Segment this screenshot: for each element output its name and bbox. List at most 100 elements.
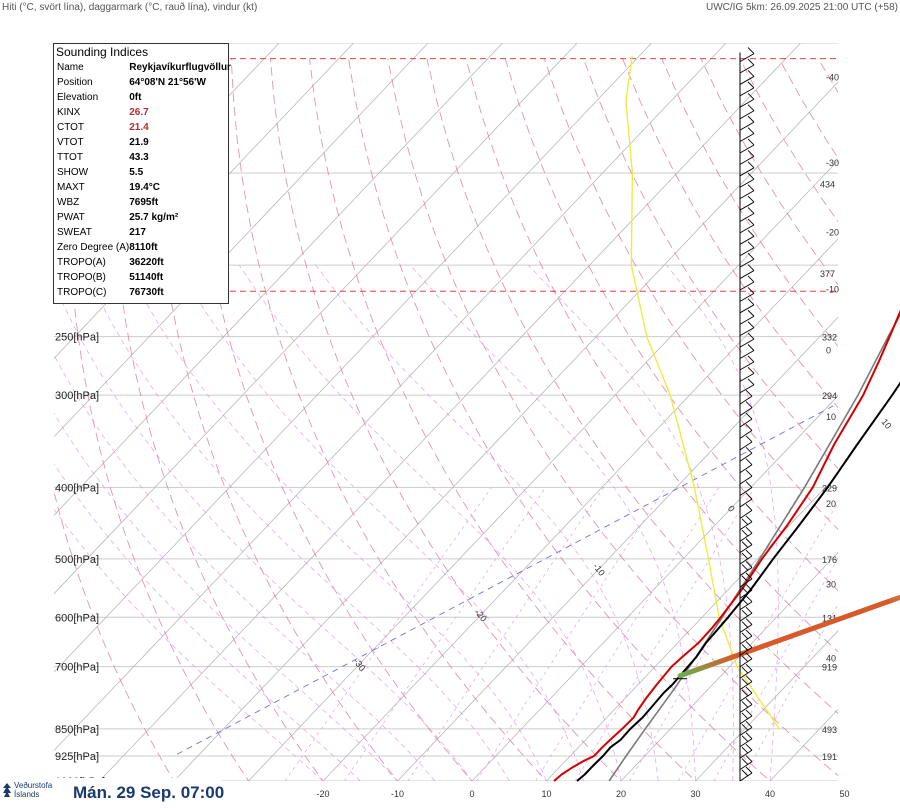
wind-barb — [739, 412, 753, 428]
indices-row: Elevation 0ft — [57, 90, 231, 105]
right-temperature-label: -30 — [826, 158, 839, 168]
wind-barb — [739, 195, 755, 211]
wind-barb — [739, 549, 753, 565]
sounding-indices-panel: Sounding Indices Name Reykjavíkurflugvöll… — [53, 43, 231, 304]
right-temperature-label: -10 — [826, 284, 839, 294]
wind-barb — [739, 492, 753, 508]
dry-adiabat-line — [661, 58, 838, 347]
isotherm-label: 0 — [726, 504, 737, 514]
wind-barb — [739, 663, 753, 679]
lifted-segment — [677, 594, 900, 679]
logo-line1: Veðurstofa — [14, 781, 53, 790]
wind-barb — [739, 172, 755, 188]
indices-row: Name Reykjavíkurflugvöllur — [57, 60, 231, 75]
height-label: 176 — [822, 555, 837, 565]
dry-adiabat-line — [110, 58, 324, 781]
wind-barb — [739, 332, 755, 348]
wind-barb — [739, 252, 755, 268]
isotherm-line — [248, 159, 838, 781]
right-temperature-label: 10 — [826, 412, 836, 422]
wind-barb — [739, 275, 755, 291]
indices-row: VTOT 21.9 — [57, 135, 231, 150]
wind-barb — [739, 161, 755, 177]
height-label: 229 — [822, 483, 837, 493]
dry-adiabat-line — [67, 58, 250, 781]
index-name: TROPO(C) — [57, 287, 107, 298]
indices-title: Sounding Indices — [56, 45, 149, 59]
indices-row: TROPO(A) 36220ft — [57, 255, 231, 270]
header-bar: Hiti (°C, svört lína), daggarmark (°C, r… — [0, 0, 900, 15]
indices-row: WBZ 7695ft — [57, 195, 231, 210]
indices-row: TROPO(C) 76730ft — [57, 285, 231, 300]
wind-barb — [739, 81, 755, 97]
dry-adiabat-line — [582, 58, 838, 470]
index-name: WBZ — [57, 197, 80, 208]
right-temperature-label: -20 — [826, 227, 839, 237]
dry-adiabat-line — [857, 59, 900, 797]
dry-adiabat-line — [622, 58, 838, 409]
wind-barb — [739, 47, 755, 63]
index-value: 64°08'N 21°56'W — [129, 77, 206, 88]
wind-barb — [739, 298, 755, 314]
moist-adiabat-line — [54, 508, 324, 781]
wind-barb — [739, 309, 755, 325]
index-name: Position — [57, 77, 93, 88]
wind-barb — [739, 104, 755, 120]
wind-barb — [739, 378, 755, 394]
isotherm-line — [54, 43, 652, 673]
x-tick-label: 30 — [690, 789, 700, 799]
pressure-label: 250[hPa] — [55, 332, 99, 344]
wind-barb — [739, 606, 753, 622]
moist-adiabat-line — [528, 264, 734, 781]
dry-adiabat-line — [151, 58, 399, 781]
isotherm-line — [54, 43, 578, 595]
x-tick-label: 50 — [839, 789, 849, 799]
indices-row: TTOT 43.3 — [57, 150, 231, 165]
wind-barb — [739, 458, 753, 474]
indices-row: CTOT 21.4 — [57, 120, 231, 135]
wind-barb — [739, 686, 753, 702]
indices-table: Name Reykjavíkurflugvöllur Position 64°08'N… — [57, 60, 231, 300]
moist-adiabat-line — [238, 264, 622, 781]
pressure-label: 500[hPa] — [55, 554, 99, 566]
wind-barb — [739, 629, 753, 645]
wind-barb — [739, 583, 753, 599]
wind-barb — [739, 481, 753, 496]
index-value: 76730ft — [129, 287, 164, 298]
isotherm-line — [54, 43, 354, 359]
wind-barb — [739, 526, 753, 542]
index-value: 51140ft — [129, 272, 164, 283]
index-name: TROPO(A) — [57, 257, 106, 268]
mixing-ratio-line — [476, 487, 666, 781]
wind-barb — [739, 241, 755, 257]
x-tick-label: -10 — [391, 789, 404, 799]
indices-row: SHOW 5.5 — [57, 165, 231, 180]
wind-barb — [739, 515, 753, 531]
height-label: 434 — [820, 179, 835, 189]
dry-adiabat-line — [897, 59, 900, 797]
dry-adiabat-line — [465, 58, 838, 653]
logo-text: Veðurstofa Íslands — [14, 781, 52, 799]
index-value: 7695ft — [129, 197, 159, 208]
dry-adiabat-line — [309, 58, 697, 781]
index-value: 21.9 — [129, 137, 149, 148]
index-name: VTOT — [57, 137, 84, 148]
wind-barb — [739, 218, 755, 234]
index-value: 19.4°C — [129, 182, 160, 193]
indices-row: SWEAT 217 — [57, 225, 231, 240]
index-value: 43.3 — [129, 152, 149, 163]
mixing-ratio-line — [535, 487, 720, 781]
dry-adiabat-line — [426, 58, 838, 715]
index-name: Name — [57, 62, 84, 73]
indices-row: TROPO(B) 51140ft — [57, 270, 231, 285]
right-temperature-label: 40 — [826, 653, 836, 663]
index-name: Elevation — [57, 92, 99, 103]
isotherm-line — [54, 43, 429, 438]
index-name: TTOT — [57, 152, 83, 163]
wind-barb — [739, 595, 753, 611]
index-name: SWEAT — [57, 227, 92, 238]
index-name: KINX — [57, 107, 81, 118]
wind-barb — [739, 641, 753, 656]
index-value: 5.5 — [129, 167, 144, 178]
height-label: 377 — [820, 269, 835, 279]
